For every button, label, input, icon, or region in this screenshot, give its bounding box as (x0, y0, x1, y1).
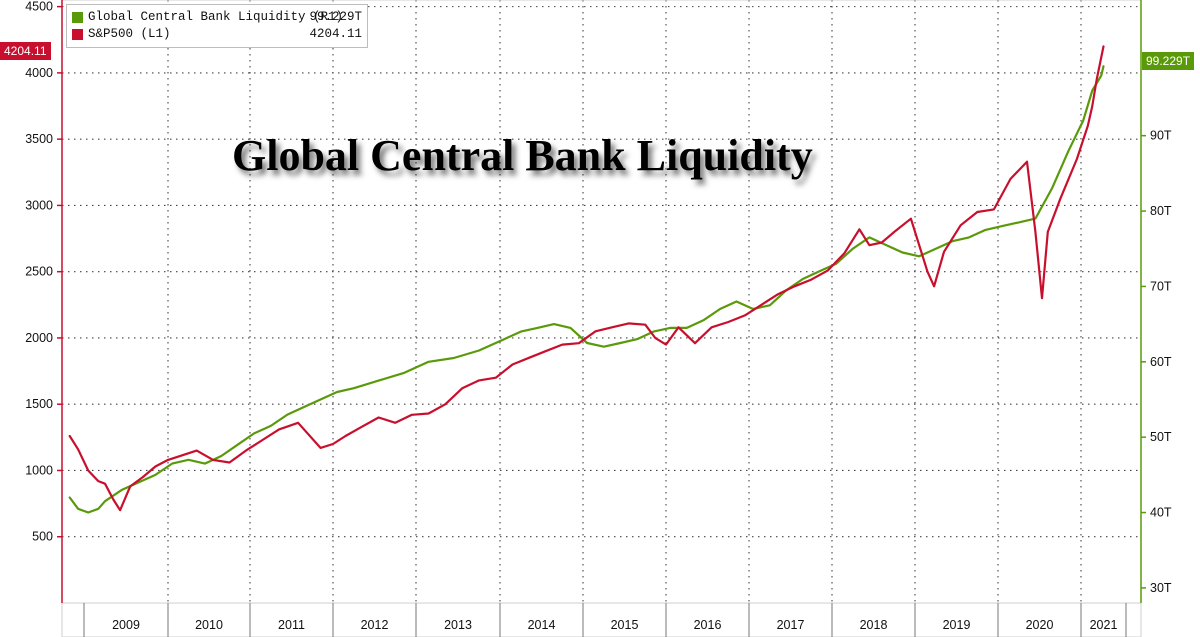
last-value-tag-right: 99.229T (1142, 52, 1195, 70)
legend-label-sp500: S&P500 (L1) (88, 27, 171, 41)
left-tick-label: 4000 (25, 66, 53, 80)
left-tick-label: 500 (32, 530, 53, 544)
legend-value-liquidity: 99.229T (309, 10, 362, 24)
legend-item-liquidity: Global Central Bank Liquidity (R1) 99.22… (72, 9, 362, 27)
left-tick-label: 1500 (25, 397, 53, 411)
x-tick-label: 2017 (777, 618, 805, 632)
left-tick-label: 2000 (25, 331, 53, 345)
legend-label-liquidity: Global Central Bank Liquidity (R1) (88, 10, 344, 24)
last-value-tag-left: 4204.11 (0, 42, 51, 60)
x-tick-label: 2018 (860, 618, 888, 632)
right-tick-label: 40T (1150, 506, 1172, 520)
right-tick-label: 30T (1150, 581, 1172, 595)
x-tick-label: 2020 (1026, 618, 1054, 632)
series-line-sp500 (68, 45, 1105, 512)
right-tick-label: 80T (1150, 204, 1172, 218)
x-tick-label: 2021 (1090, 618, 1118, 632)
plot-frame (61, 0, 1142, 604)
right-tick-label: 70T (1150, 279, 1172, 293)
legend-swatch-sp500 (72, 29, 83, 40)
x-tick-label: 2013 (444, 618, 472, 632)
right-tick-label: 90T (1150, 129, 1172, 143)
legend-swatch-liquidity (72, 12, 83, 23)
x-tick-label: 2009 (112, 618, 140, 632)
left-axis: 500 1000 1500 2000 2500 3000 3500 4000 4500 (25, 0, 63, 603)
left-tick-label: 3500 (25, 132, 53, 146)
legend-value-sp500: 4204.11 (309, 27, 362, 41)
grid (62, 0, 1141, 603)
right-tick-label: 60T (1150, 355, 1172, 369)
x-tick-label: 2014 (528, 618, 556, 632)
left-tick-label: 3000 (25, 198, 53, 212)
chart-title: Global Central Bank Liquidity (232, 131, 813, 180)
x-tick-label: 2019 (943, 618, 971, 632)
right-axis: 30T 40T 50T 60T 70T 80T 90T (1140, 0, 1172, 603)
right-tick-label: 50T (1150, 430, 1172, 444)
left-tick-label: 4500 (25, 0, 53, 14)
x-tick-label: 2011 (278, 618, 305, 632)
x-axis: 2009 2010 2011 2012 2013 2014 2015 2016 2017 2018… (61, 602, 1142, 637)
left-tick-label: 1000 (25, 463, 53, 477)
x-axis-band (61, 602, 1142, 637)
x-tick-label: 2010 (195, 618, 223, 632)
legend: Global Central Bank Liquidity (R1) 99.22… (66, 4, 368, 48)
series-group (68, 45, 1105, 514)
left-tick-label: 2500 (25, 265, 53, 279)
x-tick-label: 2012 (361, 618, 389, 632)
legend-item-sp500: S&P500 (L1) 4204.11 (72, 26, 362, 44)
x-tick-label: 2015 (611, 618, 639, 632)
x-tick-label: 2016 (694, 618, 722, 632)
